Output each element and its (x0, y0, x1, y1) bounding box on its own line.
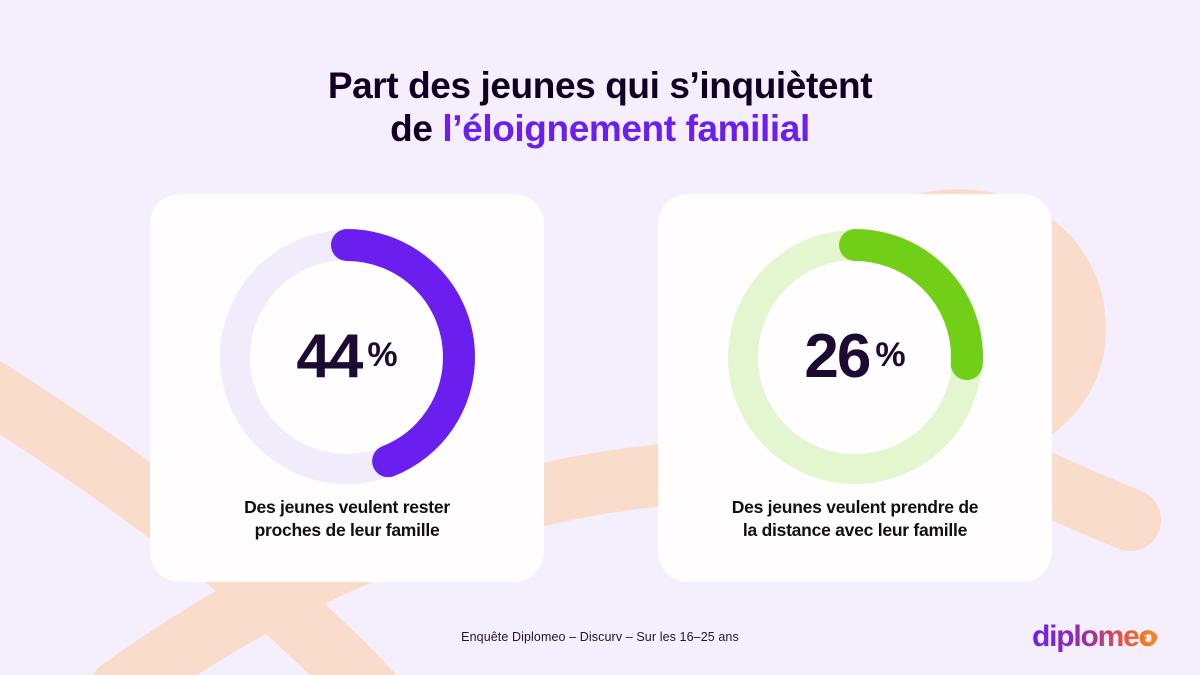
caption-line-1: Des jeunes veulent rester (244, 497, 450, 517)
caption-line-1: Des jeunes veulent prendre de (731, 497, 979, 517)
page-title: Part des jeunes qui s’inquiètent de l’él… (0, 64, 1200, 151)
stat-card-caption: Des jeunes veulent rester proches de leu… (172, 496, 522, 542)
source-note: Enquête Diplomeo – Discurv – Sur les 16–… (461, 630, 739, 644)
donut-center-label: 44 % (208, 218, 486, 496)
title-line-1: Part des jeunes qui s’inquiètent (327, 65, 873, 106)
donut-chart-44: 44 % (208, 218, 486, 496)
stat-card-take-distance: 26 % Des jeunes veulent prendre de la di… (658, 194, 1052, 582)
donut-value-arc (219, 229, 475, 485)
stat-card-caption: Des jeunes veulent prendre de la distanc… (680, 496, 1030, 542)
donut-center-label: 26 % (716, 218, 994, 496)
diplomeo-logo: diplomeo (1032, 620, 1162, 654)
donut-value-number: 44 (296, 322, 363, 391)
title-line-2-prefix: de (390, 108, 443, 150)
donut-value-number: 26 (804, 322, 871, 391)
donut-percent-symbol: % (875, 336, 906, 374)
donut-percent-symbol: % (367, 336, 398, 374)
donut-chart-26: 26 % (716, 218, 994, 496)
stat-card-stay-close: 44 % Des jeunes veulent rester proches d… (150, 194, 544, 582)
caption-line-2: proches de leur famille (254, 520, 440, 541)
caption-line-2: la distance avec leur famille (742, 520, 968, 541)
title-line-2-accent: l’éloignement familial (442, 108, 810, 150)
diplomeo-logo-text: diplomeo (1032, 620, 1157, 653)
donut-value-arc (727, 229, 983, 485)
title-line-2: de l’éloignement familial (0, 107, 1200, 150)
